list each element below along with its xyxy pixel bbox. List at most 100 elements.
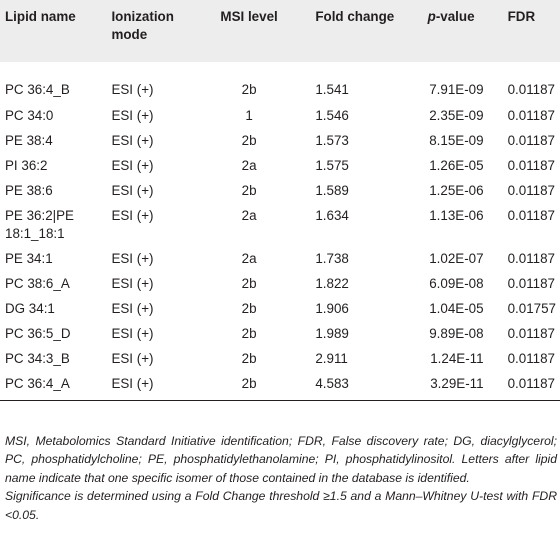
cell-ionization-mode: ESI (+) — [111, 82, 154, 97]
cell-p-value: 1.13E-06 — [429, 208, 484, 223]
header-fdr: FDR — [507, 9, 536, 24]
cell-fdr: 0.01187 — [507, 108, 556, 123]
cell-ionization-mode: ESI (+) — [111, 351, 154, 366]
header-ionization-mode: Ionization mode — [103, 0, 206, 62]
cell-lipid-name: PI 36:2 — [5, 158, 48, 173]
cell-lipid-name: PE 38:6 — [5, 183, 53, 198]
table-row: PC 36:4_A ESI (+) 2b 4.583 3.29E-11 0.01187 — [0, 370, 560, 401]
cell-lipid-name: PC 34:0 — [5, 108, 54, 123]
cell-msi-level: 2b — [241, 276, 257, 291]
lipid-table: Lipid name Ionization mode MSI level Fol… — [0, 0, 560, 401]
cell-msi-level: 2b — [241, 82, 257, 97]
cell-msi-level: 1 — [245, 108, 253, 123]
cell-msi-level: 2a — [241, 158, 257, 173]
cell-fdr: 0.01187 — [507, 183, 556, 198]
cell-fold-change: 1.989 — [315, 326, 349, 341]
table-row: PE 36:2|PE 18:1_18:1 ESI (+) 2a 1.634 1.13E-0… — [0, 202, 560, 245]
cell-p-value: 6.09E-08 — [429, 276, 484, 291]
cell-ionization-mode: ESI (+) — [111, 276, 154, 291]
cell-ionization-mode: ESI (+) — [111, 301, 154, 316]
cell-fdr: 0.01757 — [507, 301, 556, 316]
table-header-row: Lipid name Ionization mode MSI level Fol… — [0, 0, 560, 62]
cell-lipid-name: PE 38:4 — [5, 133, 53, 148]
cell-lipid-name: PC 36:4_A — [0, 370, 104, 401]
header-lipid-name: Lipid name — [5, 9, 76, 24]
cell-fdr: 0.01187 — [507, 158, 556, 173]
table-row: PE 38:6 ESI (+) 2b 1.589 1.25E-06 0.01187 — [0, 177, 560, 202]
cell-lipid-name: PC 36:5_D — [5, 326, 71, 341]
cell-ionization-mode: ESI (+) — [111, 108, 154, 123]
header-fold-change: Fold change — [315, 9, 395, 24]
table-row: PC 36:4_B ESI (+) 2b 1.541 7.91E-09 0.01187 — [0, 62, 560, 102]
header-msi-level: MSI level — [220, 9, 278, 24]
cell-fold-change: 1.575 — [315, 158, 349, 173]
cell-fold-change: 1.541 — [315, 82, 349, 97]
cell-fold-change: 1.634 — [315, 208, 349, 223]
cell-lipid-name: PC 34:3_B — [5, 351, 70, 366]
cell-p-value: 1.02E-07 — [429, 251, 484, 266]
table-row: DG 34:1 ESI (+) 2b 1.906 1.04E-05 0.01757 — [0, 295, 560, 320]
cell-p-value: 1.26E-05 — [429, 158, 484, 173]
lipid-name-line1: PE 36:2|PE — [5, 208, 74, 223]
cell-fdr: 0.01187 — [507, 208, 556, 223]
cell-ionization-mode: ESI (+) — [111, 251, 154, 266]
cell-msi-level: 2b — [241, 326, 257, 341]
table-row: PC 34:3_B ESI (+) 2b 2.911 1.24E-11 0.01187 — [0, 345, 560, 370]
cell-p-value: 3.29E-11 — [408, 370, 494, 401]
cell-msi-level: 2b — [241, 351, 257, 366]
cell-ionization-mode: ESI (+) — [111, 208, 154, 223]
cell-fold-change: 1.546 — [315, 108, 349, 123]
header-p-rest: -value — [435, 9, 475, 24]
cell-fold-change: 2.911 — [315, 351, 348, 366]
cell-fdr: 0.01187 — [493, 370, 560, 401]
cell-lipid-name: PC 38:6_A — [5, 276, 70, 291]
cell-fold-change: 1.906 — [315, 301, 349, 316]
table-row: PE 34:1 ESI (+) 2a 1.738 1.02E-07 0.01187 — [0, 245, 560, 270]
header-ionization-line1: Ionization — [111, 9, 174, 24]
table-row: PI 36:2 ESI (+) 2a 1.575 1.26E-05 0.01187 — [0, 152, 560, 177]
cell-p-value: 1.25E-06 — [429, 183, 484, 198]
cell-ionization-mode: ESI (+) — [111, 158, 154, 173]
cell-p-value: 1.04E-05 — [429, 301, 484, 316]
table-row: PC 34:0 ESI (+) 1 1.546 2.35E-09 0.01187 — [0, 102, 560, 127]
cell-ionization-mode: ESI (+) — [111, 183, 154, 198]
cell-lipid-name: PE 36:2|PE 18:1_18:1 — [0, 202, 103, 245]
cell-fdr: 0.01187 — [507, 351, 556, 366]
cell-fold-change: 1.822 — [315, 276, 349, 291]
cell-fold-change: 4.583 — [291, 370, 409, 401]
header-p-italic: p — [427, 9, 436, 24]
cell-ionization-mode: ESI (+) — [111, 133, 154, 148]
cell-p-value: 9.89E-08 — [429, 326, 484, 341]
cell-p-value: 8.15E-09 — [429, 133, 484, 148]
table-row: PC 38:6_A ESI (+) 2b 1.822 6.09E-08 0.01187 — [0, 270, 560, 295]
cell-msi-level: 2b — [206, 370, 292, 401]
cell-msi-level: 2a — [241, 208, 257, 223]
cell-fdr: 0.01187 — [507, 276, 556, 291]
header-ionization-line2: mode — [111, 27, 148, 42]
table-body: PC 36:4_B ESI (+) 2b 1.541 7.91E-09 0.01187 PC… — [0, 62, 560, 401]
cell-p-value: 2.35E-09 — [429, 108, 484, 123]
cell-ionization-mode: ESI (+) — [103, 370, 207, 401]
cell-fdr: 0.01187 — [507, 133, 556, 148]
header-p-value: p-value — [409, 0, 494, 62]
table-footnotes: MSI, Metabolomics Standard Initiative id… — [5, 432, 557, 524]
cell-lipid-name: PE 34:1 — [5, 251, 53, 266]
footnote-significance: Significance is determined using a Fold … — [5, 489, 557, 522]
cell-lipid-name: DG 34:1 — [5, 301, 55, 316]
footnote-abbreviations: MSI, Metabolomics Standard Initiative id… — [5, 434, 557, 485]
cell-fold-change: 1.589 — [315, 183, 349, 198]
cell-fdr: 0.01187 — [507, 82, 556, 97]
cell-msi-level: 2b — [241, 301, 257, 316]
cell-msi-level: 2b — [241, 183, 257, 198]
cell-fdr: 0.01187 — [507, 326, 556, 341]
cell-lipid-name: PC 36:4_B — [5, 82, 70, 97]
cell-fold-change: 1.573 — [315, 133, 349, 148]
cell-fold-change: 1.738 — [315, 251, 349, 266]
cell-p-value: 7.91E-09 — [429, 82, 484, 97]
lipid-name-line2: 18:1_18:1 — [5, 226, 65, 241]
cell-fdr: 0.01187 — [507, 251, 556, 266]
cell-msi-level: 2b — [241, 133, 257, 148]
table-row: PC 36:5_D ESI (+) 2b 1.989 9.89E-08 0.01187 — [0, 320, 560, 345]
table-row: PE 38:4 ESI (+) 2b 1.573 8.15E-09 0.01187 — [0, 127, 560, 152]
